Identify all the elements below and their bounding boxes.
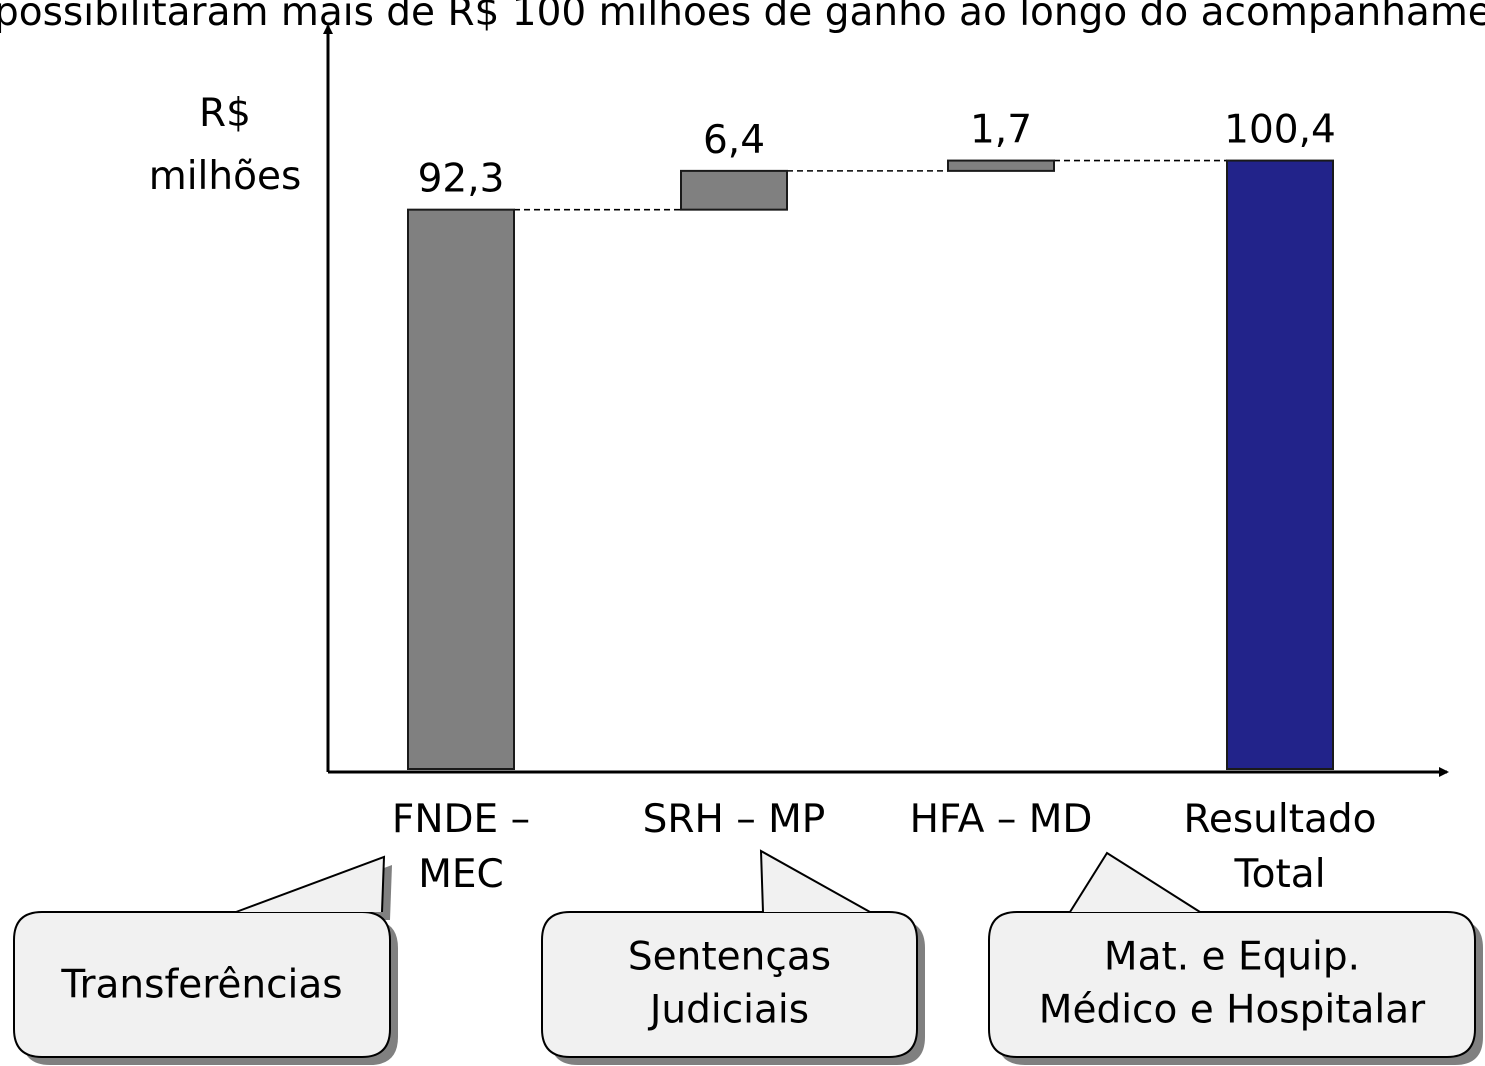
x-tick-label: MEC <box>418 852 504 897</box>
callout-layer: Transferências Sentenças Judiciais Mat. e E… <box>13 849 1483 1065</box>
y-axis-label-line: R$ <box>199 91 251 136</box>
waterfall-bar <box>407 208 515 771</box>
x-tick-label: Resultado <box>1183 797 1376 842</box>
callout-text: Transferências <box>60 963 342 1008</box>
category-label-layer: FNDE – MEC SRH – MP HFA – MD Resultado Total <box>392 797 1377 897</box>
callout-box <box>541 911 918 1058</box>
total-bar <box>1226 159 1334 771</box>
callout-text: Médico e Hospitalar <box>1039 988 1426 1033</box>
callout: Sentenças Judiciais <box>541 849 925 1065</box>
x-tick-label: FNDE – <box>392 797 530 842</box>
callout-box <box>13 911 391 1058</box>
waterfall-bar <box>947 159 1055 172</box>
y-axis-label-line: milhões <box>149 154 302 199</box>
callout-pointer <box>1069 851 1201 913</box>
bar-value-label: 92,3 <box>418 157 505 202</box>
chart-title: possibilitaram mais de R$ 100 milhões de… <box>0 0 1485 35</box>
callout-pointer <box>235 855 386 913</box>
callout-text: Sentenças <box>628 935 831 980</box>
bar-layer <box>407 159 1334 771</box>
x-tick-label: SRH – MP <box>643 797 826 842</box>
bar-value-label: 1,7 <box>970 108 1032 153</box>
waterfall-bar <box>680 169 788 211</box>
callout: Mat. e Equip. Médico e Hospitalar <box>988 851 1483 1065</box>
callout-text: Mat. e Equip. <box>1104 935 1360 980</box>
bar-value-label: 100,4 <box>1224 108 1336 153</box>
callout-text: Judiciais <box>647 988 809 1033</box>
y-axis-label: R$ milhões <box>149 91 302 199</box>
callout: Transferências <box>13 855 398 1065</box>
callout-pointer <box>759 849 871 913</box>
x-tick-label: Total <box>1233 852 1325 897</box>
callout-box <box>988 911 1476 1058</box>
x-tick-label: HFA – MD <box>910 797 1093 842</box>
bar-value-label: 6,4 <box>703 118 765 163</box>
connector-layer <box>514 159 1227 211</box>
data-label-layer: 92,3 6,4 1,7 100,4 <box>418 108 1336 202</box>
